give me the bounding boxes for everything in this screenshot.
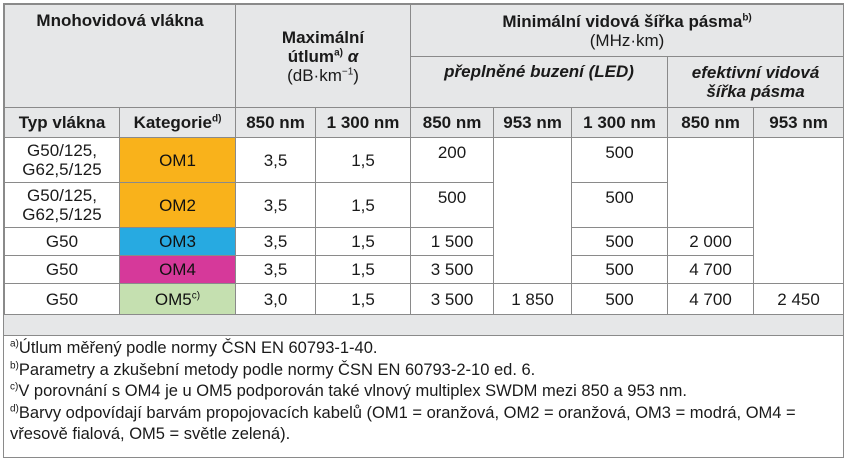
fiber-spec-table-frame: Mnohovidová vlákna Maximální útluma) α (… [3,3,845,458]
row-om1-ofl-850: 200 [410,137,495,183]
row-om4-ofl-1300: 500 [571,255,669,284]
col-att-1300: 1 300 nm [315,107,412,138]
row-om3-category: OM3 [118,227,237,256]
row-om1-att-850: 3,5 [235,137,317,183]
col-ofl-1300: 1 300 nm [571,107,669,138]
row-om3-ofl-850: 1 500 [410,227,495,256]
row-om2-ofl-1300: 500 [571,182,669,228]
row-om5-eff-850: 4 700 [667,283,755,315]
row-om3-ofl-1300: 500 [571,227,669,256]
col-ofl-953: 953 nm [493,107,573,138]
row-om4-type: G50 [4,255,120,284]
row-om2-type: G50/125, G62,5/125 [4,182,120,228]
fiber-spec-table: Mnohovidová vlákna Maximální útluma) α (… [3,4,845,315]
row-om2-ofl-850: 500 [410,182,495,228]
attenuation-title-line2: útluma) α [287,46,359,66]
row-om4-eff-850: 4 700 [667,255,755,284]
row-om3-eff-850: 2 000 [667,227,755,256]
col-att-850: 850 nm [235,107,317,138]
row-om2-att-850: 3,5 [235,182,317,228]
footnote-b: b)Parametry a zkušební metody podle norm… [10,360,536,379]
row-om4-att-850: 3,5 [235,255,317,284]
row-om5-ofl-953: 1 850 [493,283,573,315]
row-om2-category: OM2 [118,182,237,228]
row-om4-ofl-850: 3 500 [410,255,495,284]
col-category: Kategoried) [118,107,237,138]
row-om4-category: OM4 [118,255,237,284]
row-om1-ofl-1300: 500 [571,137,669,183]
footnotes: a)Útlum měřený podle normy ČSN EN 60793-… [4,335,843,457]
row-om3-att-850: 3,5 [235,227,317,256]
row-om1-category: OM1 [118,137,237,183]
row-om3-att-1300: 1,5 [315,227,412,256]
col-eff-953: 953 nm [753,107,845,138]
row-om5-ofl-850: 3 500 [410,283,495,315]
col-eff-850: 850 nm [667,107,755,138]
header-bandwidth: Minimální vidová šířka pásmab) (MHz·km) [410,4,845,57]
row-om3-type: G50 [4,227,120,256]
header-attenuation: Maximální útluma) α (dB·km−1) [235,4,412,108]
eff-953-empty [753,137,845,284]
footnote-d: d)Barvy odpovídají barvám propojovacích … [10,403,796,444]
row-om5-category: OM5c) [118,283,237,315]
header-fiber-group: Mnohovidová vlákna [3,4,237,108]
eff-850-empty [667,137,755,228]
row-om2-att-1300: 1,5 [315,182,412,228]
ofl-953-empty [493,137,573,284]
header-overfilled-launch: přeplněné buzení (LED) [410,56,669,108]
row-om1-att-1300: 1,5 [315,137,412,183]
header-effective-bandwidth: efektivní vidová šířka pásma [667,56,845,108]
row-om5-ofl-1300: 500 [571,283,669,315]
row-om5-type: G50 [4,283,120,315]
footnote-a: a)Útlum měřený podle normy ČSN EN 60793-… [10,338,378,357]
row-om4-att-1300: 1,5 [315,255,412,284]
row-om5-att-850: 3,0 [235,283,317,315]
attenuation-title: Maximální [281,27,365,47]
row-om5-att-1300: 1,5 [315,283,412,315]
row-om1-type: G50/125, G62,5/125 [4,137,120,183]
col-ofl-850: 850 nm [410,107,495,138]
row-om5-eff-953: 2 450 [753,283,845,315]
attenuation-unit: (dB·km−1) [287,65,359,85]
footnote-c: c)V porovnání s OM4 je u OM5 podporován … [10,381,687,401]
col-fiber-type: Typ vlákna [4,107,120,138]
